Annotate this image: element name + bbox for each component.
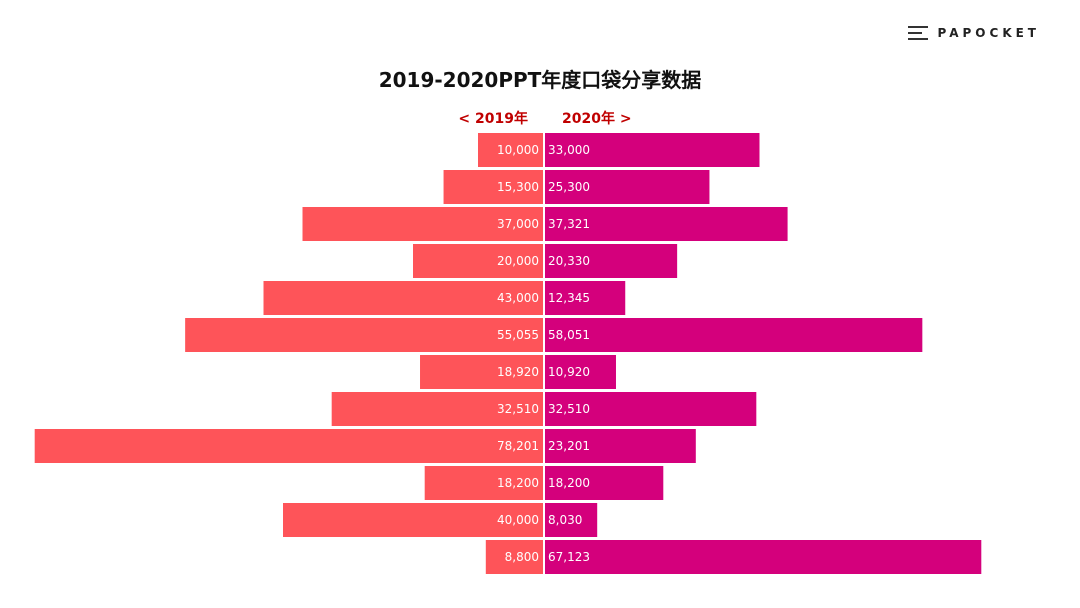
bar-2019-2: [302, 207, 543, 241]
label-2020-9: 18,200: [548, 476, 590, 490]
bar-2020-8: [545, 429, 696, 463]
label-2020-6: 10,920: [548, 365, 590, 379]
bar-2020-7: [545, 392, 757, 426]
label-2020-7: 32,510: [548, 402, 590, 416]
label-2020-0: 33,000: [548, 143, 590, 157]
bar-2020-11: [545, 540, 982, 574]
bar-2019-8: [34, 429, 543, 463]
bar-2020-9: [545, 466, 664, 500]
label-2019-0: 10,000: [497, 143, 539, 157]
bar-2019-1: [443, 170, 543, 204]
label-2019-1: 15,300: [497, 180, 539, 194]
brand: PAPOCKET: [907, 26, 1040, 40]
label-2019-8: 78,201: [497, 439, 539, 453]
bar-2020-5: [545, 318, 923, 352]
label-2019-6: 18,920: [497, 365, 539, 379]
bar-2020-0: [545, 133, 760, 167]
label-2020-8: 23,201: [548, 439, 590, 453]
label-2019-4: 43,000: [497, 291, 539, 305]
bar-2019-7: [331, 392, 543, 426]
label-2020-5: 58,051: [548, 328, 590, 342]
brand-name: PAPOCKET: [937, 26, 1040, 40]
label-2019-11: 8,800: [505, 550, 539, 564]
legend-2020: 2020年 >: [562, 111, 632, 127]
bar-2019-4: [263, 281, 543, 315]
label-2019-10: 40,000: [497, 513, 539, 527]
bar-2020-4: [545, 281, 626, 315]
chart-title: 2019-2020PPT年度口袋分享数据: [378, 68, 702, 92]
bar-2020-6: [545, 355, 616, 389]
bar-2020-2: [545, 207, 788, 241]
bar-2020-1: [545, 170, 710, 204]
legend-2019: < 2019年: [458, 111, 528, 127]
bar-2019-0: [478, 133, 543, 167]
label-2020-11: 67,123: [548, 550, 590, 564]
label-2020-1: 25,300: [548, 180, 590, 194]
label-2020-3: 20,330: [548, 254, 590, 268]
label-2020-4: 12,345: [548, 291, 590, 305]
bar-2019-3: [413, 244, 543, 278]
label-2019-9: 18,200: [497, 476, 539, 490]
label-2019-5: 55,055: [497, 328, 539, 342]
bar-2020-3: [545, 244, 678, 278]
bar-2019-10: [283, 503, 543, 537]
bar-2019-9: [424, 466, 543, 500]
menu-icon[interactable]: [907, 26, 928, 40]
bar-2019-11: [485, 540, 543, 574]
bar-2020-10: [545, 503, 598, 537]
label-2019-3: 20,000: [497, 254, 539, 268]
bar-2019-5: [185, 318, 543, 352]
label-2020-2: 37,321: [548, 217, 590, 231]
label-2019-2: 37,000: [497, 217, 539, 231]
label-2020-10: 8,030: [548, 513, 582, 527]
bar-2019-6: [420, 355, 543, 389]
label-2019-7: 32,510: [497, 402, 539, 416]
